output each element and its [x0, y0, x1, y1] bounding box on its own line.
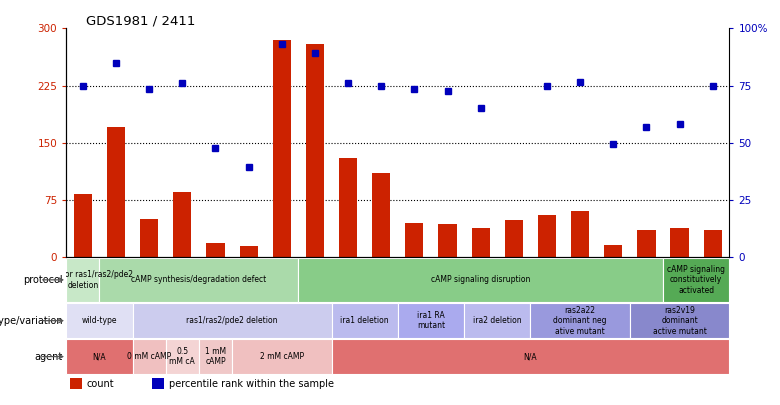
Bar — [207, 243, 225, 257]
Bar — [704, 230, 722, 257]
Text: genotype/variation: genotype/variation — [0, 315, 63, 326]
Bar — [232, 339, 332, 374]
Bar — [671, 228, 689, 257]
Bar — [74, 194, 92, 257]
Bar — [372, 173, 390, 257]
Bar — [69, 378, 82, 389]
Text: cAMP signaling
constitutively
activated: cAMP signaling constitutively activated — [667, 265, 725, 295]
Text: ras1/ras2/pde2 deletion: ras1/ras2/pde2 deletion — [186, 316, 278, 325]
Text: percentile rank within the sample: percentile rank within the sample — [169, 379, 334, 389]
Text: ira1 RA
mutant: ira1 RA mutant — [417, 311, 445, 330]
Text: 0 mM cAMP: 0 mM cAMP — [127, 352, 172, 361]
Bar — [464, 303, 530, 338]
Text: wild-type: wild-type — [82, 316, 117, 325]
Bar — [339, 158, 357, 257]
Text: 1 mM
cAMP: 1 mM cAMP — [205, 347, 226, 366]
Bar — [173, 192, 191, 257]
Bar — [571, 211, 589, 257]
Bar — [100, 258, 298, 302]
Text: ira1 deletion: ira1 deletion — [340, 316, 389, 325]
Bar — [273, 40, 291, 257]
Bar — [505, 220, 523, 257]
Bar — [66, 339, 133, 374]
Bar — [239, 245, 257, 257]
Text: agent: agent — [35, 352, 63, 362]
Text: count: count — [87, 379, 114, 389]
Text: cAMP signaling disruption: cAMP signaling disruption — [431, 275, 530, 284]
Bar — [199, 339, 232, 374]
Bar — [66, 303, 133, 338]
Bar — [153, 378, 165, 389]
Bar — [133, 303, 332, 338]
Text: protocol: protocol — [23, 275, 63, 285]
Bar — [332, 339, 729, 374]
Bar — [663, 258, 729, 302]
Text: 0.5
mM cA: 0.5 mM cA — [169, 347, 195, 366]
Bar — [398, 303, 464, 338]
Text: N/A: N/A — [93, 352, 106, 361]
Bar — [604, 245, 622, 257]
Bar — [165, 339, 199, 374]
Text: ras2v19
dominant
active mutant: ras2v19 dominant active mutant — [653, 306, 707, 336]
Text: ira2 deletion: ira2 deletion — [473, 316, 522, 325]
Bar — [438, 224, 456, 257]
Bar — [630, 303, 729, 338]
Bar — [298, 258, 663, 302]
Bar — [472, 228, 490, 257]
Bar — [133, 339, 166, 374]
Bar — [66, 258, 100, 302]
Bar — [530, 303, 629, 338]
Bar — [107, 128, 125, 257]
Text: GDS1981 / 2411: GDS1981 / 2411 — [87, 14, 196, 27]
Bar — [140, 219, 158, 257]
Text: control for ras1/ras2/pde2
deletion: control for ras1/ras2/pde2 deletion — [33, 270, 133, 290]
Text: cAMP synthesis/degradation defect: cAMP synthesis/degradation defect — [131, 275, 267, 284]
Text: ras2a22
dominant neg
ative mutant: ras2a22 dominant neg ative mutant — [553, 306, 607, 336]
Bar — [406, 223, 424, 257]
Text: 2 mM cAMP: 2 mM cAMP — [260, 352, 304, 361]
Bar — [538, 215, 556, 257]
Bar — [637, 230, 655, 257]
Bar — [306, 44, 324, 257]
Bar — [332, 303, 398, 338]
Text: N/A: N/A — [523, 352, 537, 361]
